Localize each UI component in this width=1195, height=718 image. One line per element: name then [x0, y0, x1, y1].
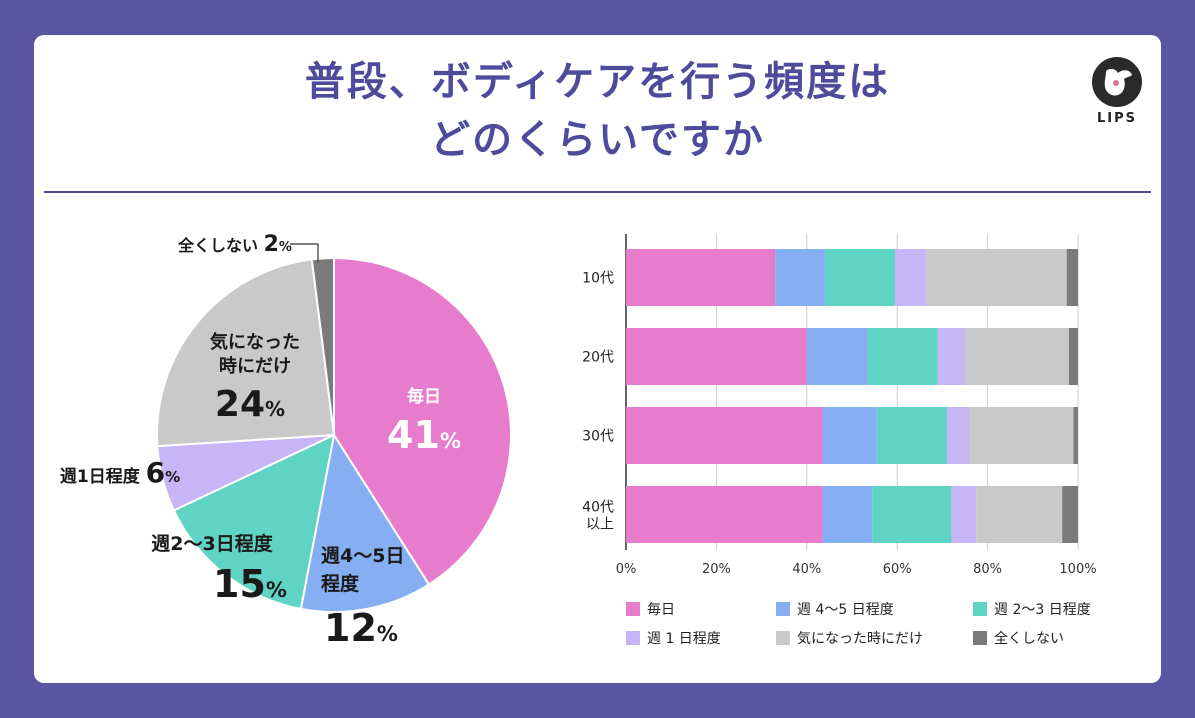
bar-segment-never	[1066, 249, 1078, 306]
pie-label-never-text: 全くしない	[177, 236, 264, 255]
pie-value-w45-number: 12	[324, 606, 377, 650]
legend-swatch-daily	[626, 602, 640, 616]
x-tick-label: 60%	[883, 562, 912, 577]
title-line-1: 普段、ボディケアを行う頻度は	[304, 59, 891, 105]
bar-segment-daily	[626, 328, 807, 385]
title-divider	[44, 191, 1151, 193]
pie-value-daily-number: 41	[387, 413, 440, 457]
bar-segment-daily	[626, 407, 823, 464]
pie-callout-never	[290, 243, 319, 262]
x-tick-label: 80%	[973, 562, 1002, 577]
legend-swatch-w45	[776, 602, 790, 616]
x-tick-label: 100%	[1059, 562, 1096, 577]
bar-segment-never	[1073, 407, 1078, 464]
bar-segment-never	[1068, 328, 1078, 385]
pie-value-whenever: 24%	[215, 384, 285, 425]
legend-label-w23: 週 2〜3 日程度	[994, 602, 1091, 618]
pie-label-w45-line1: 週4〜5日	[321, 545, 404, 567]
pie-slice-daily	[333, 256, 512, 586]
page-title: 普段、ボディケアを行う頻度は どのくらいですか	[34, 53, 1161, 169]
pie-label-never: 全くしない 2%	[177, 232, 292, 257]
bar-segment-daily	[626, 486, 823, 543]
pie-value-w23-percent: %	[266, 578, 287, 602]
pie-value-whenever-percent: %	[265, 397, 285, 421]
pie-value-daily-percent: %	[440, 429, 461, 453]
pie-value-daily: 41%	[387, 413, 461, 457]
bar-segment-whenever	[969, 407, 1074, 464]
pie-value-w23: 15%	[213, 562, 287, 606]
bar-segment-w45	[822, 486, 873, 543]
legend-swatch-w23	[973, 602, 987, 616]
bar-segment-w45	[775, 249, 825, 306]
title-line-2: どのくらいですか	[430, 117, 765, 163]
pie-label-w45-line2: 程度	[321, 572, 360, 595]
bar-segment-w23	[824, 249, 895, 306]
legend-swatch-w1	[626, 631, 640, 645]
bar-segment-w1	[946, 407, 970, 464]
x-tick-label: 20%	[702, 562, 731, 577]
pie-label-w1-text: 週1日程度	[60, 466, 146, 487]
bar-segment-w45	[822, 407, 877, 464]
bar-segment-w23	[867, 328, 938, 385]
pie-slice-w23	[172, 433, 336, 611]
bar-segment-w23	[872, 486, 952, 543]
lips-logo-icon	[1092, 57, 1142, 107]
pie-value-w45-percent: %	[377, 622, 398, 646]
pie-value-never-number: 2	[264, 232, 279, 257]
y-category-label: 以上	[586, 517, 614, 533]
bar-segment-whenever	[926, 249, 1067, 306]
legend-label-w45: 週 4〜5 日程度	[797, 602, 894, 618]
pie-value-w23-number: 15	[213, 562, 266, 606]
pie-label-w1: 週1日程度 6%	[60, 456, 180, 489]
pie-value-never-percent: %	[279, 240, 292, 255]
pie-slice-never	[310, 256, 335, 436]
y-category-label: 10代	[582, 271, 614, 287]
legend-label-daily: 毎日	[647, 602, 675, 618]
pie-slice-w45	[299, 432, 431, 613]
legend-label-never: 全くしない	[994, 630, 1064, 647]
pie-label-whenever-line1: 気になった	[210, 331, 300, 353]
bar-segment-whenever	[976, 486, 1063, 543]
logo: LIPS	[1088, 57, 1146, 126]
pie-label-daily: 毎日	[407, 386, 441, 407]
pie-value-whenever-number: 24	[215, 384, 265, 425]
legend-swatch-never	[973, 631, 987, 645]
pie-value-w1-percent: %	[165, 468, 180, 486]
logo-text: LIPS	[1096, 111, 1137, 126]
bar-segment-w45	[806, 328, 868, 385]
pie-label-whenever-line2: 時にだけ	[219, 356, 291, 377]
bar-segment-w23	[876, 407, 947, 464]
legend-label-whenever: 気になった時にだけ	[797, 631, 923, 647]
y-category-label: 20代	[582, 350, 614, 366]
y-category-label: 40代	[582, 500, 614, 516]
legend-swatch-whenever	[776, 631, 790, 645]
legend-label-w1: 週 1 日程度	[647, 631, 721, 647]
bar-segment-w1	[937, 328, 965, 385]
bar-segment-w1	[894, 249, 927, 306]
bar-segment-daily	[626, 249, 776, 306]
pie-label-w23: 週2〜3日程度	[151, 532, 273, 555]
x-tick-label: 0%	[616, 562, 637, 577]
bar-segment-w1	[951, 486, 977, 543]
y-category-label: 30代	[582, 429, 614, 445]
pie-value-w1-number: 6	[146, 456, 165, 489]
pie-value-w45: 12%	[324, 606, 398, 650]
bar-segment-never	[1062, 486, 1078, 543]
pie-slice-whenever	[156, 258, 336, 448]
bar-segment-whenever	[965, 328, 1069, 385]
x-tick-label: 40%	[792, 562, 821, 577]
